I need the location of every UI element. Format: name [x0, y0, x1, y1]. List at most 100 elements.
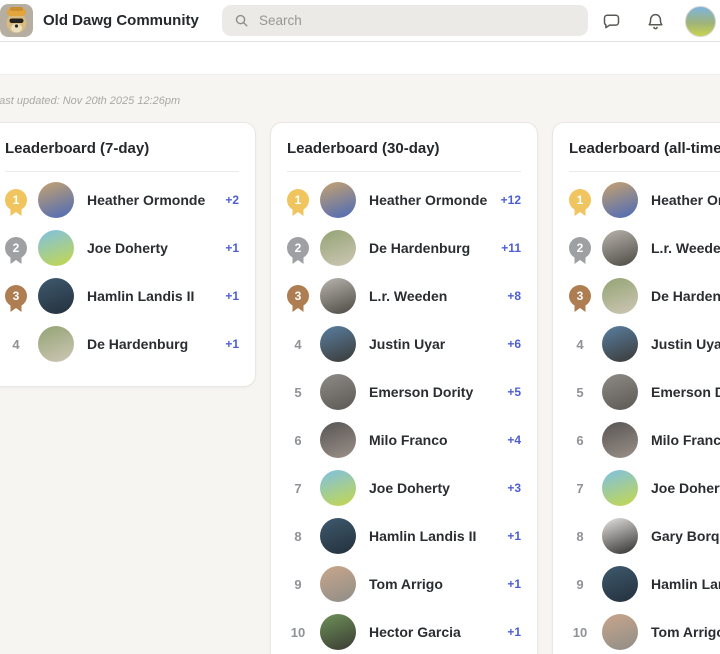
rank-badge: 6	[287, 429, 309, 451]
member-avatar[interactable]	[38, 326, 74, 362]
leaderboard-title: Leaderboard (7-day)	[5, 140, 150, 157]
member-avatar[interactable]	[320, 614, 356, 650]
leaderboard-row[interactable]: 7 Joe Doherty +3	[287, 464, 521, 512]
member-avatar[interactable]	[320, 470, 356, 506]
member-avatar[interactable]	[38, 278, 74, 314]
leaderboard-row[interactable]: 8 Hamlin Landis II +1	[287, 512, 521, 560]
member-name[interactable]: Heather Ormonde	[87, 192, 206, 208]
leaderboard-row[interactable]: 5 Emerson Dority +5	[287, 368, 521, 416]
rank-number: 2	[12, 241, 20, 255]
rank-number: 3	[576, 289, 584, 303]
leaderboard-row[interactable]: 1 Heather Ormonde +2	[5, 176, 239, 224]
member-name[interactable]: Justin Uyar	[369, 336, 446, 352]
leaderboard-row[interactable]: 4 Justin Uyar	[569, 320, 720, 368]
member-avatar[interactable]	[320, 230, 356, 266]
leaderboard-row[interactable]: 6 Milo Franco	[569, 416, 720, 464]
member-name[interactable]: Tom Arrigo	[369, 576, 443, 592]
community-logo[interactable]	[0, 4, 33, 37]
member-avatar[interactable]	[38, 230, 74, 266]
messages-button[interactable]	[597, 7, 625, 35]
score-delta: +4	[507, 433, 521, 447]
member-name[interactable]: Milo Franco	[651, 432, 720, 448]
rank-badge: 4	[5, 333, 27, 355]
leaderboard-row[interactable]: 2 Joe Doherty +1	[5, 224, 239, 272]
rank-badge: 2	[569, 237, 591, 259]
member-name[interactable]: Heather Ormonde	[369, 192, 488, 208]
member-name[interactable]: Gary Borque	[651, 528, 720, 544]
leaderboard-row[interactable]: 10 Tom Arrigo	[569, 608, 720, 654]
bell-icon	[647, 13, 663, 29]
member-avatar[interactable]	[320, 182, 356, 218]
score-delta: +1	[225, 337, 239, 351]
leaderboard-row[interactable]: 7 Joe Doherty	[569, 464, 720, 512]
member-avatar[interactable]	[320, 422, 356, 458]
member-avatar[interactable]	[602, 230, 638, 266]
score-delta: +6	[507, 337, 521, 351]
member-name[interactable]: Hamlin Landis II	[369, 528, 477, 544]
member-avatar[interactable]	[602, 470, 638, 506]
divider	[5, 171, 239, 172]
score-delta: +5	[507, 385, 521, 399]
member-name[interactable]: Joe Doherty	[87, 240, 168, 256]
member-name[interactable]: Justin Uyar	[651, 336, 720, 352]
leaderboard-row[interactable]: 2 L.r. Weeden	[569, 224, 720, 272]
member-name[interactable]: Emerson Dority	[651, 384, 720, 400]
member-avatar[interactable]	[320, 566, 356, 602]
member-avatar[interactable]	[320, 278, 356, 314]
leaderboard-row[interactable]: 8 Gary Borque	[569, 512, 720, 560]
member-name[interactable]: Emerson Dority	[369, 384, 474, 400]
member-avatar[interactable]	[602, 182, 638, 218]
member-avatar[interactable]	[320, 326, 356, 362]
rank-badge: 1	[5, 189, 27, 211]
leaderboard-row[interactable]: 2 De Hardenburg +11	[287, 224, 521, 272]
score-delta: +1	[225, 241, 239, 255]
leaderboard-row[interactable]: 4 Justin Uyar +6	[287, 320, 521, 368]
user-avatar[interactable]	[685, 5, 716, 37]
member-name[interactable]: L.r. Weeden	[651, 240, 720, 256]
score-delta: +12	[500, 193, 521, 207]
leaderboard-row[interactable]: 3 L.r. Weeden +8	[287, 272, 521, 320]
member-avatar[interactable]	[602, 422, 638, 458]
member-name[interactable]: Tom Arrigo	[651, 624, 720, 640]
leaderboard-row[interactable]: 5 Emerson Dority	[569, 368, 720, 416]
member-avatar[interactable]	[602, 374, 638, 410]
leaderboard-row[interactable]: 9 Hamlin Landis II	[569, 560, 720, 608]
member-name[interactable]: Milo Franco	[369, 432, 448, 448]
rank-badge: 3	[5, 285, 27, 307]
community-title[interactable]: Old Dawg Community	[43, 12, 199, 29]
member-name[interactable]: Hamlin Landis II	[87, 288, 195, 304]
member-avatar[interactable]	[602, 614, 638, 650]
member-avatar[interactable]	[38, 182, 74, 218]
rank-number: 3	[294, 289, 302, 303]
leaderboard-row[interactable]: 1 Heather Ormonde +12	[287, 176, 521, 224]
member-name[interactable]: Joe Doherty	[651, 480, 720, 496]
member-avatar[interactable]	[602, 566, 638, 602]
member-name[interactable]: Hector Garcia	[369, 624, 461, 640]
leaderboard-card: Leaderboard (7-day) 1 Heather Ormonde +2…	[0, 122, 256, 387]
leaderboard-row[interactable]: 3 De Hardenburg	[569, 272, 720, 320]
member-name[interactable]: Hamlin Landis II	[651, 576, 720, 592]
rank-number: 5	[576, 384, 584, 400]
member-name[interactable]: L.r. Weeden	[369, 288, 448, 304]
search-bar[interactable]: Search	[222, 5, 588, 36]
leaderboard-row[interactable]: 6 Milo Franco +4	[287, 416, 521, 464]
member-avatar[interactable]	[602, 518, 638, 554]
leaderboard-row[interactable]: 3 Hamlin Landis II +1	[5, 272, 239, 320]
member-avatar[interactable]	[320, 374, 356, 410]
leaderboard-row[interactable]: 10 Hector Garcia +1	[287, 608, 521, 654]
member-avatar[interactable]	[602, 326, 638, 362]
member-avatar[interactable]	[602, 278, 638, 314]
leaderboard-rows: 1 Heather Ormonde +12 2 De Hardenburg +1…	[287, 176, 521, 654]
rank-number: 10	[572, 624, 588, 640]
leaderboard-row[interactable]: 4 De Hardenburg +1	[5, 320, 239, 368]
member-name[interactable]: De Hardenburg	[87, 336, 189, 352]
leaderboard-row[interactable]: 9 Tom Arrigo +1	[287, 560, 521, 608]
notifications-button[interactable]	[641, 7, 669, 35]
member-name[interactable]: De Hardenburg	[369, 240, 471, 256]
member-name[interactable]: Joe Doherty	[369, 480, 450, 496]
member-avatar[interactable]	[320, 518, 356, 554]
member-name[interactable]: De Hardenburg	[651, 288, 720, 304]
leaderboard-row[interactable]: 1 Heather Ormonde	[569, 176, 720, 224]
member-name[interactable]: Heather Ormonde	[651, 192, 720, 208]
rank-badge: 9	[287, 573, 309, 595]
